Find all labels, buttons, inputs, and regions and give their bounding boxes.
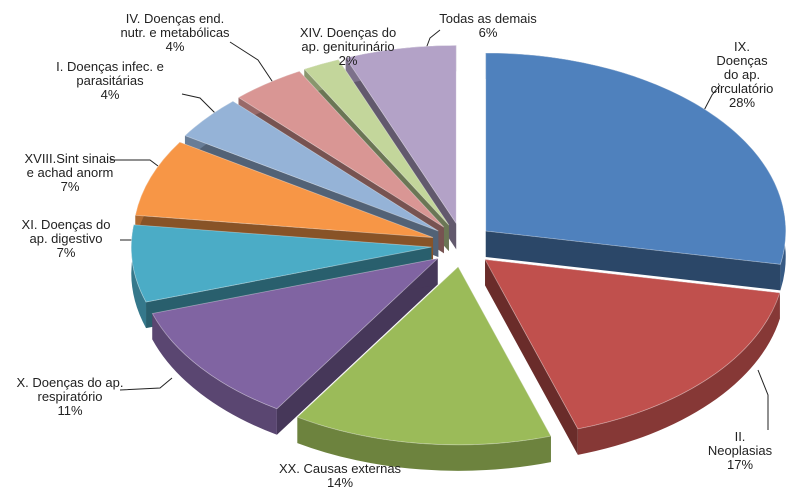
- slice: [134, 141, 434, 238]
- slice-wall: [152, 313, 277, 435]
- category-name: XIV. Doenças do ap. geniturinário: [299, 25, 397, 54]
- category-name: Todas as demais: [439, 11, 537, 26]
- slice-label: IV. Doenças end. nutr. e metabólicas 4%: [120, 12, 229, 54]
- slice-label: IX. Doenças do ap. circulatório 28%: [708, 40, 776, 110]
- slice: [485, 52, 787, 265]
- category-name: XI. Doenças do ap. digestivo: [21, 217, 111, 246]
- slice: [303, 59, 450, 226]
- category-name: IV. Doenças end. nutr. e metabólicas: [120, 11, 230, 40]
- slice: [184, 100, 439, 232]
- slice-label: II. Neoplasias 17%: [705, 430, 775, 472]
- value-label: 6%: [478, 25, 498, 40]
- slice-wall: [297, 417, 551, 471]
- value-label: 4%: [100, 87, 120, 102]
- category-name: IX. Doenças do ap. circulatório: [710, 39, 774, 96]
- slice: [484, 259, 781, 430]
- slice-wall: [131, 224, 147, 329]
- slice-label: XVIII.Sint sinais e achad anorm 7%: [24, 152, 115, 194]
- slice-label: XI. Doenças do ap. digestivo 7%: [22, 218, 111, 260]
- category-name: II. Neoplasias: [707, 429, 773, 458]
- value-label: 4%: [165, 39, 185, 54]
- slice: [151, 257, 439, 410]
- category-name: X. Doenças do ap. respiratório: [16, 375, 124, 404]
- value-label: 11%: [57, 403, 83, 418]
- slice: [130, 224, 432, 303]
- slice: [296, 266, 552, 446]
- value-label: 7%: [56, 245, 76, 260]
- slice-label: X. Doenças do ap. respiratório 11%: [17, 376, 124, 418]
- slice-side: [485, 230, 781, 291]
- slice-label: XX. Causas externas 14%: [279, 462, 401, 490]
- leader-line: [119, 377, 173, 391]
- slice: [345, 44, 457, 225]
- value-label: 17%: [726, 457, 754, 472]
- slice-label: I. Doenças infec. e parasitárias 4%: [56, 60, 164, 102]
- category-name: XX. Causas externas: [278, 461, 402, 476]
- slice-side: [485, 259, 578, 455]
- category-name: XVIII.Sint sinais e achad anorm: [24, 151, 116, 180]
- value-label: 14%: [326, 475, 354, 490]
- leader-line: [757, 369, 769, 430]
- value-label: 7%: [60, 179, 80, 194]
- slice-wall: [577, 292, 780, 455]
- slice: [237, 70, 445, 228]
- slice-side: [276, 258, 438, 435]
- slice-label: XIV. Doenças do ap. geniturinário 2%: [300, 26, 396, 68]
- leader-line: [110, 159, 159, 167]
- value-label: 28%: [728, 95, 756, 110]
- category-name: I. Doenças infec. e parasitárias: [56, 59, 164, 88]
- value-label: 2%: [338, 53, 358, 68]
- slice-label: Todas as demais 6%: [439, 12, 537, 40]
